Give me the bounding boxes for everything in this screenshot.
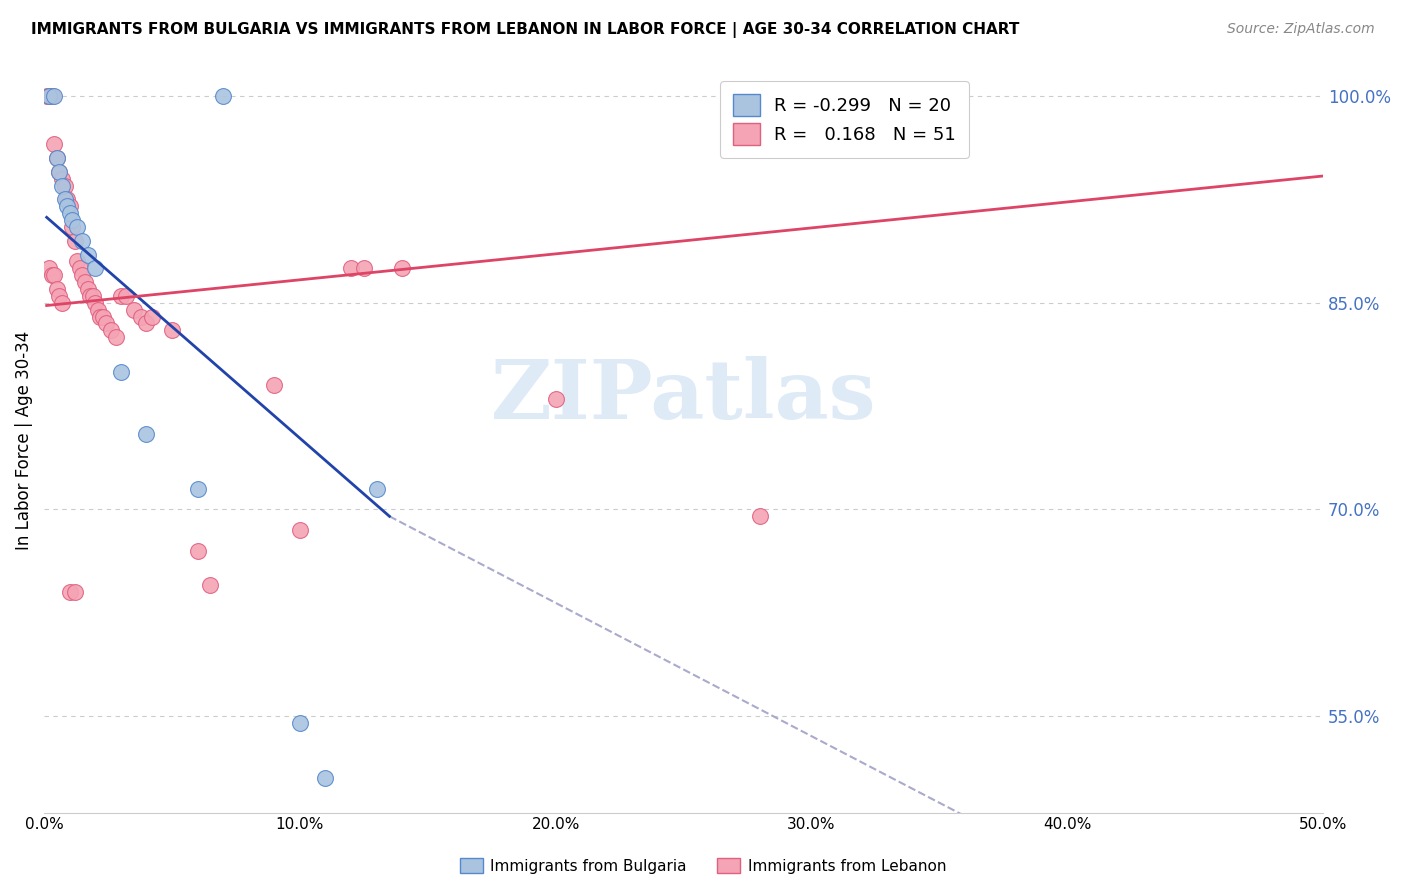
Point — [160, 323, 183, 337]
Point — [45, 151, 67, 165]
Point — [110, 365, 132, 379]
Point — [38, 89, 60, 103]
Point — [41, 268, 63, 283]
Point — [89, 310, 111, 324]
Point — [94, 317, 117, 331]
Point — [391, 261, 413, 276]
Point — [110, 289, 132, 303]
Point — [544, 392, 567, 407]
Point — [35, 89, 58, 103]
Point — [45, 282, 67, 296]
Point — [48, 165, 70, 179]
Point — [84, 261, 107, 276]
Point — [315, 771, 337, 785]
Point — [72, 234, 94, 248]
Point — [115, 289, 138, 303]
Point — [63, 585, 86, 599]
Point — [135, 426, 157, 441]
Point — [928, 89, 950, 103]
Point — [51, 178, 73, 193]
Point — [187, 482, 209, 496]
Point — [48, 165, 70, 179]
Point — [353, 261, 375, 276]
Point — [84, 295, 107, 310]
Point — [72, 268, 94, 283]
Point — [366, 482, 388, 496]
Point — [44, 268, 66, 283]
Point — [51, 295, 73, 310]
Point — [100, 323, 122, 337]
Point — [104, 330, 127, 344]
Point — [53, 193, 76, 207]
Point — [82, 289, 104, 303]
Point — [73, 275, 96, 289]
Point — [340, 261, 363, 276]
Point — [76, 282, 98, 296]
Legend: R = -0.299   N = 20, R =   0.168   N = 51: R = -0.299 N = 20, R = 0.168 N = 51 — [720, 81, 969, 158]
Point — [44, 89, 66, 103]
Point — [122, 302, 145, 317]
Point — [60, 219, 83, 234]
Point — [48, 289, 70, 303]
Point — [200, 578, 222, 592]
Text: ZIPatlas: ZIPatlas — [491, 356, 876, 436]
Point — [69, 261, 91, 276]
Point — [187, 543, 209, 558]
Point — [44, 137, 66, 152]
Point — [60, 213, 83, 227]
Point — [749, 509, 772, 524]
Point — [91, 310, 114, 324]
Point — [288, 716, 311, 731]
Text: Source: ZipAtlas.com: Source: ZipAtlas.com — [1227, 22, 1375, 37]
Point — [87, 302, 110, 317]
Point — [41, 89, 63, 103]
Point — [288, 523, 311, 537]
Point — [59, 585, 82, 599]
Point — [66, 254, 89, 268]
Point — [141, 310, 163, 324]
Point — [76, 247, 98, 261]
Point — [53, 178, 76, 193]
Point — [56, 193, 79, 207]
Point — [38, 89, 60, 103]
Point — [59, 206, 82, 220]
Point — [51, 171, 73, 186]
Point — [59, 199, 82, 213]
Text: IMMIGRANTS FROM BULGARIA VS IMMIGRANTS FROM LEBANON IN LABOR FORCE | AGE 30-34 C: IMMIGRANTS FROM BULGARIA VS IMMIGRANTS F… — [31, 22, 1019, 38]
Legend: Immigrants from Bulgaria, Immigrants from Lebanon: Immigrants from Bulgaria, Immigrants fro… — [454, 852, 952, 880]
Point — [45, 151, 67, 165]
Point — [56, 199, 79, 213]
Point — [212, 89, 235, 103]
Point — [135, 317, 157, 331]
Point — [38, 261, 60, 276]
Point — [66, 219, 89, 234]
Point — [131, 310, 153, 324]
Point — [263, 378, 285, 392]
Point — [63, 234, 86, 248]
Y-axis label: In Labor Force | Age 30-34: In Labor Force | Age 30-34 — [15, 331, 32, 550]
Point — [79, 289, 101, 303]
